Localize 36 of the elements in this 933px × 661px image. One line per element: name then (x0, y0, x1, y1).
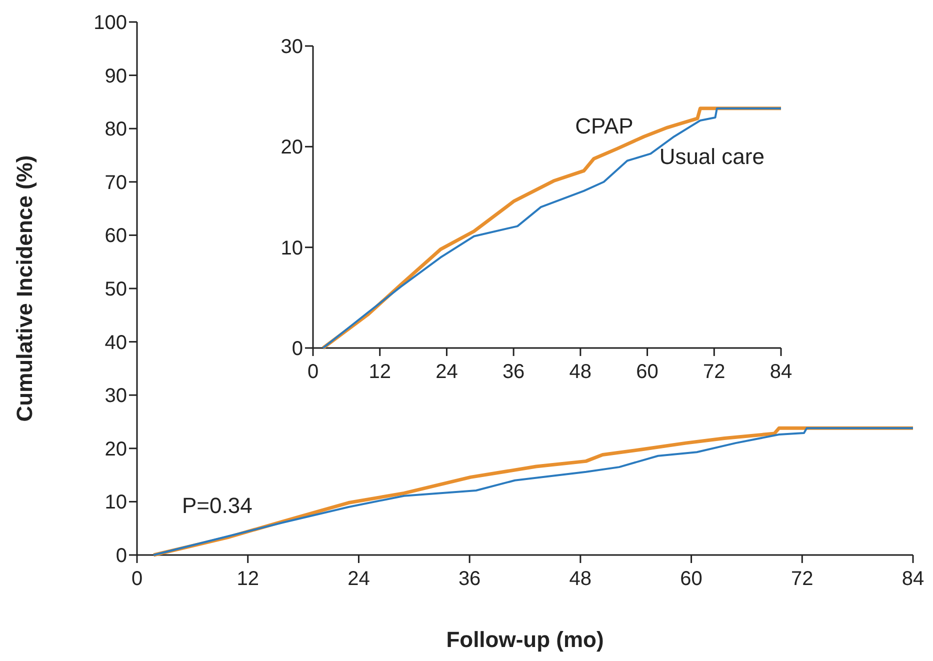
y-tick-label: 20 (104, 438, 127, 460)
series-label: CPAP (575, 114, 634, 139)
series-label: Usual care (659, 144, 764, 169)
x-axis-title: Follow-up (mo) (446, 627, 604, 652)
x-tick-label: 0 (131, 568, 143, 590)
annotation: P=0.34 (182, 493, 252, 518)
y-tick-label: 40 (104, 332, 127, 354)
x-tick-label: 84 (770, 361, 792, 383)
x-tick-label: 24 (348, 568, 370, 590)
y-tick-label: 0 (116, 545, 127, 567)
y-tick-label: 0 (292, 338, 303, 360)
x-tick-label: 48 (569, 568, 592, 590)
x-tick-label: 60 (636, 361, 658, 383)
x-tick-label: 60 (680, 568, 702, 590)
y-tick-label: 50 (104, 278, 127, 300)
y-tick-label: 10 (104, 492, 127, 514)
x-tick-label: 72 (703, 361, 726, 383)
x-tick-label: 12 (236, 568, 259, 590)
x-tick-label: 72 (791, 568, 814, 590)
x-tick-label: 84 (902, 568, 924, 590)
x-tick-label: 36 (502, 361, 525, 383)
y-tick-label: 90 (104, 65, 127, 88)
x-tick-label: 48 (569, 361, 592, 383)
y-tick-label: 20 (280, 136, 303, 159)
x-tick-label: 0 (307, 361, 319, 383)
y-tick-label: 100 (94, 12, 127, 34)
y-axis-title: Cumulative Incidence (%) (12, 155, 37, 422)
y-tick-label: 70 (104, 172, 127, 194)
y-tick-label: 10 (280, 237, 303, 260)
x-tick-label: 36 (458, 568, 481, 590)
y-tick-label: 30 (104, 385, 127, 408)
x-tick-label: 12 (368, 361, 391, 383)
y-tick-label: 30 (280, 36, 303, 58)
y-tick-label: 60 (104, 225, 127, 248)
x-tick-label: 24 (436, 361, 458, 383)
y-tick-label: 80 (104, 118, 127, 141)
